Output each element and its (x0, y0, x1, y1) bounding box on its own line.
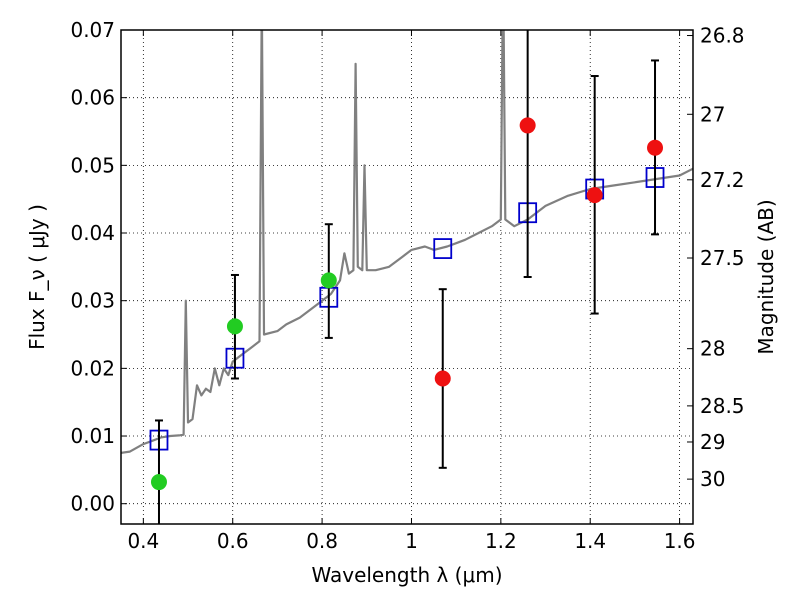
detected-data-point (150, 474, 167, 491)
detected-data-point (320, 272, 337, 289)
x-tick-label: 1.2 (485, 529, 517, 553)
right-tick-label: 27.2 (700, 168, 745, 192)
other-data-point (647, 139, 664, 156)
right-tick-label: 26.8 (700, 24, 745, 48)
x-tick-label: 1 (405, 529, 418, 553)
right-tick-label: 29 (700, 430, 725, 454)
y-tick-label: 0.04 (70, 221, 115, 245)
right-tick-label: 28 (700, 337, 725, 361)
right-tick-label: 30 (700, 467, 725, 491)
x-tick-label: 1.6 (664, 529, 696, 553)
right-tick-label: 28.5 (700, 394, 745, 418)
y-tick-label: 0.07 (70, 18, 115, 42)
other-data-point (434, 370, 451, 387)
y-tick-label: 0.02 (70, 356, 115, 380)
x-tick-label: 0.4 (127, 529, 159, 553)
y-tick-label: 0.01 (70, 424, 115, 448)
plot-frame (120, 29, 694, 525)
right-tick-label: 27.5 (700, 246, 745, 270)
y-tick-label: 0.05 (70, 153, 115, 177)
y-tick-label: 0.03 (70, 289, 115, 313)
right-axis-label: Magnitude (AB) (754, 199, 778, 354)
ticks: 0.4 0.6 0.8 1 1.2 1.4 1.6 0.00 0.01 0.02 0.03 0.04 0… (70, 18, 744, 553)
x-axis-label: Wavelength λ (μm) (311, 563, 502, 587)
x-tick-label: 1.4 (574, 529, 606, 553)
other-data-point (586, 187, 603, 204)
x-tick-label: 0.8 (306, 529, 338, 553)
x-tick-label: 0.6 (217, 529, 249, 553)
model-flux-square (433, 238, 453, 259)
y-tick-label: 0.06 (70, 86, 115, 110)
y-tick-label: 0.00 (70, 492, 115, 516)
template-sed-line (121, 30, 693, 454)
right-tick-label: 27 (700, 102, 725, 126)
plot-area (121, 30, 693, 524)
data-layer (121, 30, 693, 524)
y-axis-label: Flux F_ν ( μJy ) (25, 204, 49, 350)
other-data-point (519, 117, 536, 134)
detected-data-point (226, 318, 243, 335)
